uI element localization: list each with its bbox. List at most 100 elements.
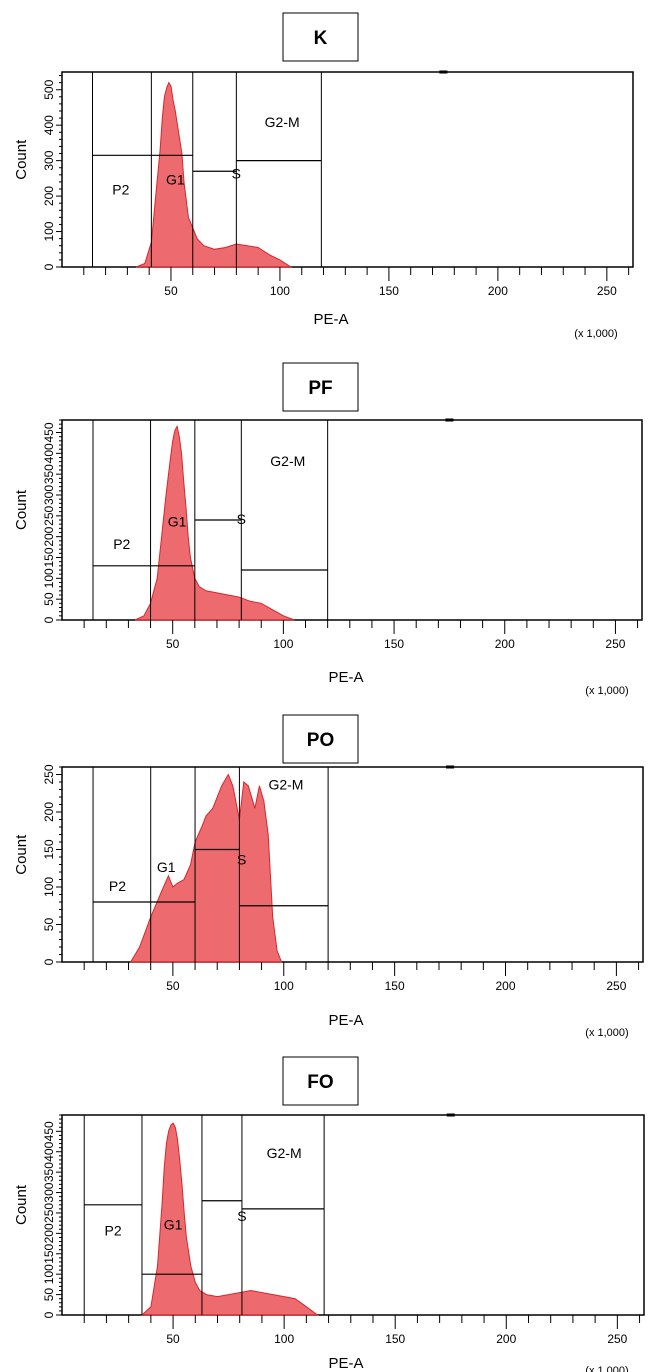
y-tick-label: 450 — [42, 422, 56, 442]
y-tick-label: 300 — [42, 485, 56, 505]
y-tick-label: 200 — [42, 526, 56, 546]
x-tick-label: 200 — [495, 637, 515, 651]
gate-g1: G1 — [150, 420, 195, 620]
x-tick-label: 250 — [605, 637, 625, 651]
x-tick-label: 150 — [379, 284, 399, 298]
panel-title-box — [282, 362, 359, 412]
y-tick-label: 100 — [42, 1264, 56, 1284]
x-tick-label: 100 — [270, 284, 290, 298]
panel-title: FO — [307, 1072, 333, 1093]
x-axis-multiplier: (x 1,000) — [585, 1365, 628, 1372]
gate-label: G2-M — [270, 453, 305, 469]
x-axis-label: PE-A — [328, 1355, 363, 1372]
y-axis-label: Count — [13, 1184, 30, 1225]
y-axis-label: Count — [13, 139, 30, 180]
panel-title: K — [314, 28, 328, 49]
gate-label: P2 — [113, 536, 130, 552]
histogram-area — [134, 424, 295, 621]
x-tick-label: 150 — [385, 1332, 405, 1346]
x-tick-label: 50 — [166, 637, 180, 651]
y-tick-label: 0 — [42, 616, 56, 623]
histogram-panel-po: PO P2 G1 S G2-M 0 50 100 150 200 250 Count 50 100 150 2… — [13, 714, 644, 1039]
x-tick-label: 200 — [496, 1332, 516, 1346]
x-tick-label: 100 — [274, 1332, 294, 1346]
panel-title-box — [282, 1056, 359, 1106]
y-tick-label: 100 — [42, 568, 56, 588]
gate-p2: P2 — [92, 72, 152, 267]
panel-title: PO — [307, 730, 334, 751]
gate-label: P2 — [105, 1222, 122, 1238]
gate-label: G1 — [164, 1216, 183, 1232]
y-tick-label: 50 — [42, 1288, 56, 1302]
y-tick-label: 350 — [42, 464, 56, 484]
plot-frame — [61, 71, 634, 268]
gate-label: G1 — [166, 172, 185, 188]
y-tick-label: 0 — [42, 958, 56, 965]
gate-s: S — [194, 767, 246, 962]
y-axis-label: Count — [13, 834, 30, 875]
gate-g2-m: G2-M — [240, 420, 329, 620]
plot-frame — [61, 1114, 645, 1316]
gate-g1: G1 — [141, 1115, 202, 1315]
y-axis-label: Count — [13, 489, 30, 530]
x-axis-multiplier: (x 1,000) — [574, 328, 617, 340]
y-tick-label: 200 — [42, 802, 56, 822]
y-tick-label: 200 — [42, 186, 56, 206]
panel-title: PF — [308, 378, 332, 399]
histogram-area — [140, 1122, 320, 1316]
y-tick-label: 50 — [42, 918, 56, 932]
x-axis-label: PE-A — [328, 1012, 363, 1029]
gate-label: P2 — [109, 878, 126, 894]
gate-label: P2 — [112, 181, 129, 197]
gate-label: G1 — [157, 859, 176, 875]
histogram-area — [135, 81, 293, 268]
panel-title-box — [282, 714, 359, 764]
y-tick-label: 500 — [42, 79, 56, 99]
x-axis-label: PE-A — [313, 311, 348, 328]
gate-label: G2-M — [267, 1145, 302, 1161]
gate-g2-m: G2-M — [241, 1115, 325, 1315]
plot-frame — [61, 419, 643, 621]
gate-g1: G1 — [150, 767, 196, 962]
x-tick-label: 200 — [495, 979, 515, 993]
y-tick-label: 300 — [42, 150, 56, 170]
y-tick-label: 0 — [42, 1311, 56, 1318]
x-tick-label: 150 — [385, 979, 405, 993]
y-tick-label: 350 — [42, 1162, 56, 1182]
x-tick-label: 100 — [273, 637, 293, 651]
gate-label: G1 — [168, 513, 187, 529]
x-tick-label: 50 — [166, 979, 180, 993]
gate-label: G2-M — [268, 777, 303, 793]
y-tick-label: 150 — [42, 547, 56, 567]
x-tick-label: 50 — [166, 1332, 180, 1346]
y-tick-label: 50 — [42, 592, 56, 606]
gate-g2-m: G2-M — [238, 767, 329, 962]
y-tick-label: 400 — [42, 115, 56, 135]
y-tick-label: 100 — [42, 221, 56, 241]
x-tick-label: 250 — [606, 979, 626, 993]
y-tick-label: 250 — [42, 1203, 56, 1223]
y-tick-label: 150 — [42, 1243, 56, 1263]
x-axis-multiplier: (x 1,000) — [585, 1027, 628, 1039]
y-tick-label: 300 — [42, 1182, 56, 1202]
gate-label: S — [237, 852, 246, 868]
x-axis-multiplier: (x 1,000) — [585, 685, 628, 697]
y-tick-label: 400 — [42, 443, 56, 463]
y-tick-label: 400 — [42, 1141, 56, 1161]
y-tick-label: 200 — [42, 1223, 56, 1243]
y-tick-label: 450 — [42, 1121, 56, 1141]
gate-g2-m: G2-M — [235, 72, 322, 267]
y-tick-label: 0 — [42, 263, 56, 270]
y-tick-label: 250 — [42, 506, 56, 526]
gate-p2: P2 — [92, 420, 151, 620]
x-tick-label: 100 — [274, 979, 294, 993]
x-axis-label: PE-A — [328, 669, 363, 686]
x-tick-label: 250 — [607, 1332, 627, 1346]
gate-g1: G1 — [150, 72, 193, 267]
y-tick-label: 150 — [42, 839, 56, 859]
x-tick-label: 200 — [488, 284, 508, 298]
